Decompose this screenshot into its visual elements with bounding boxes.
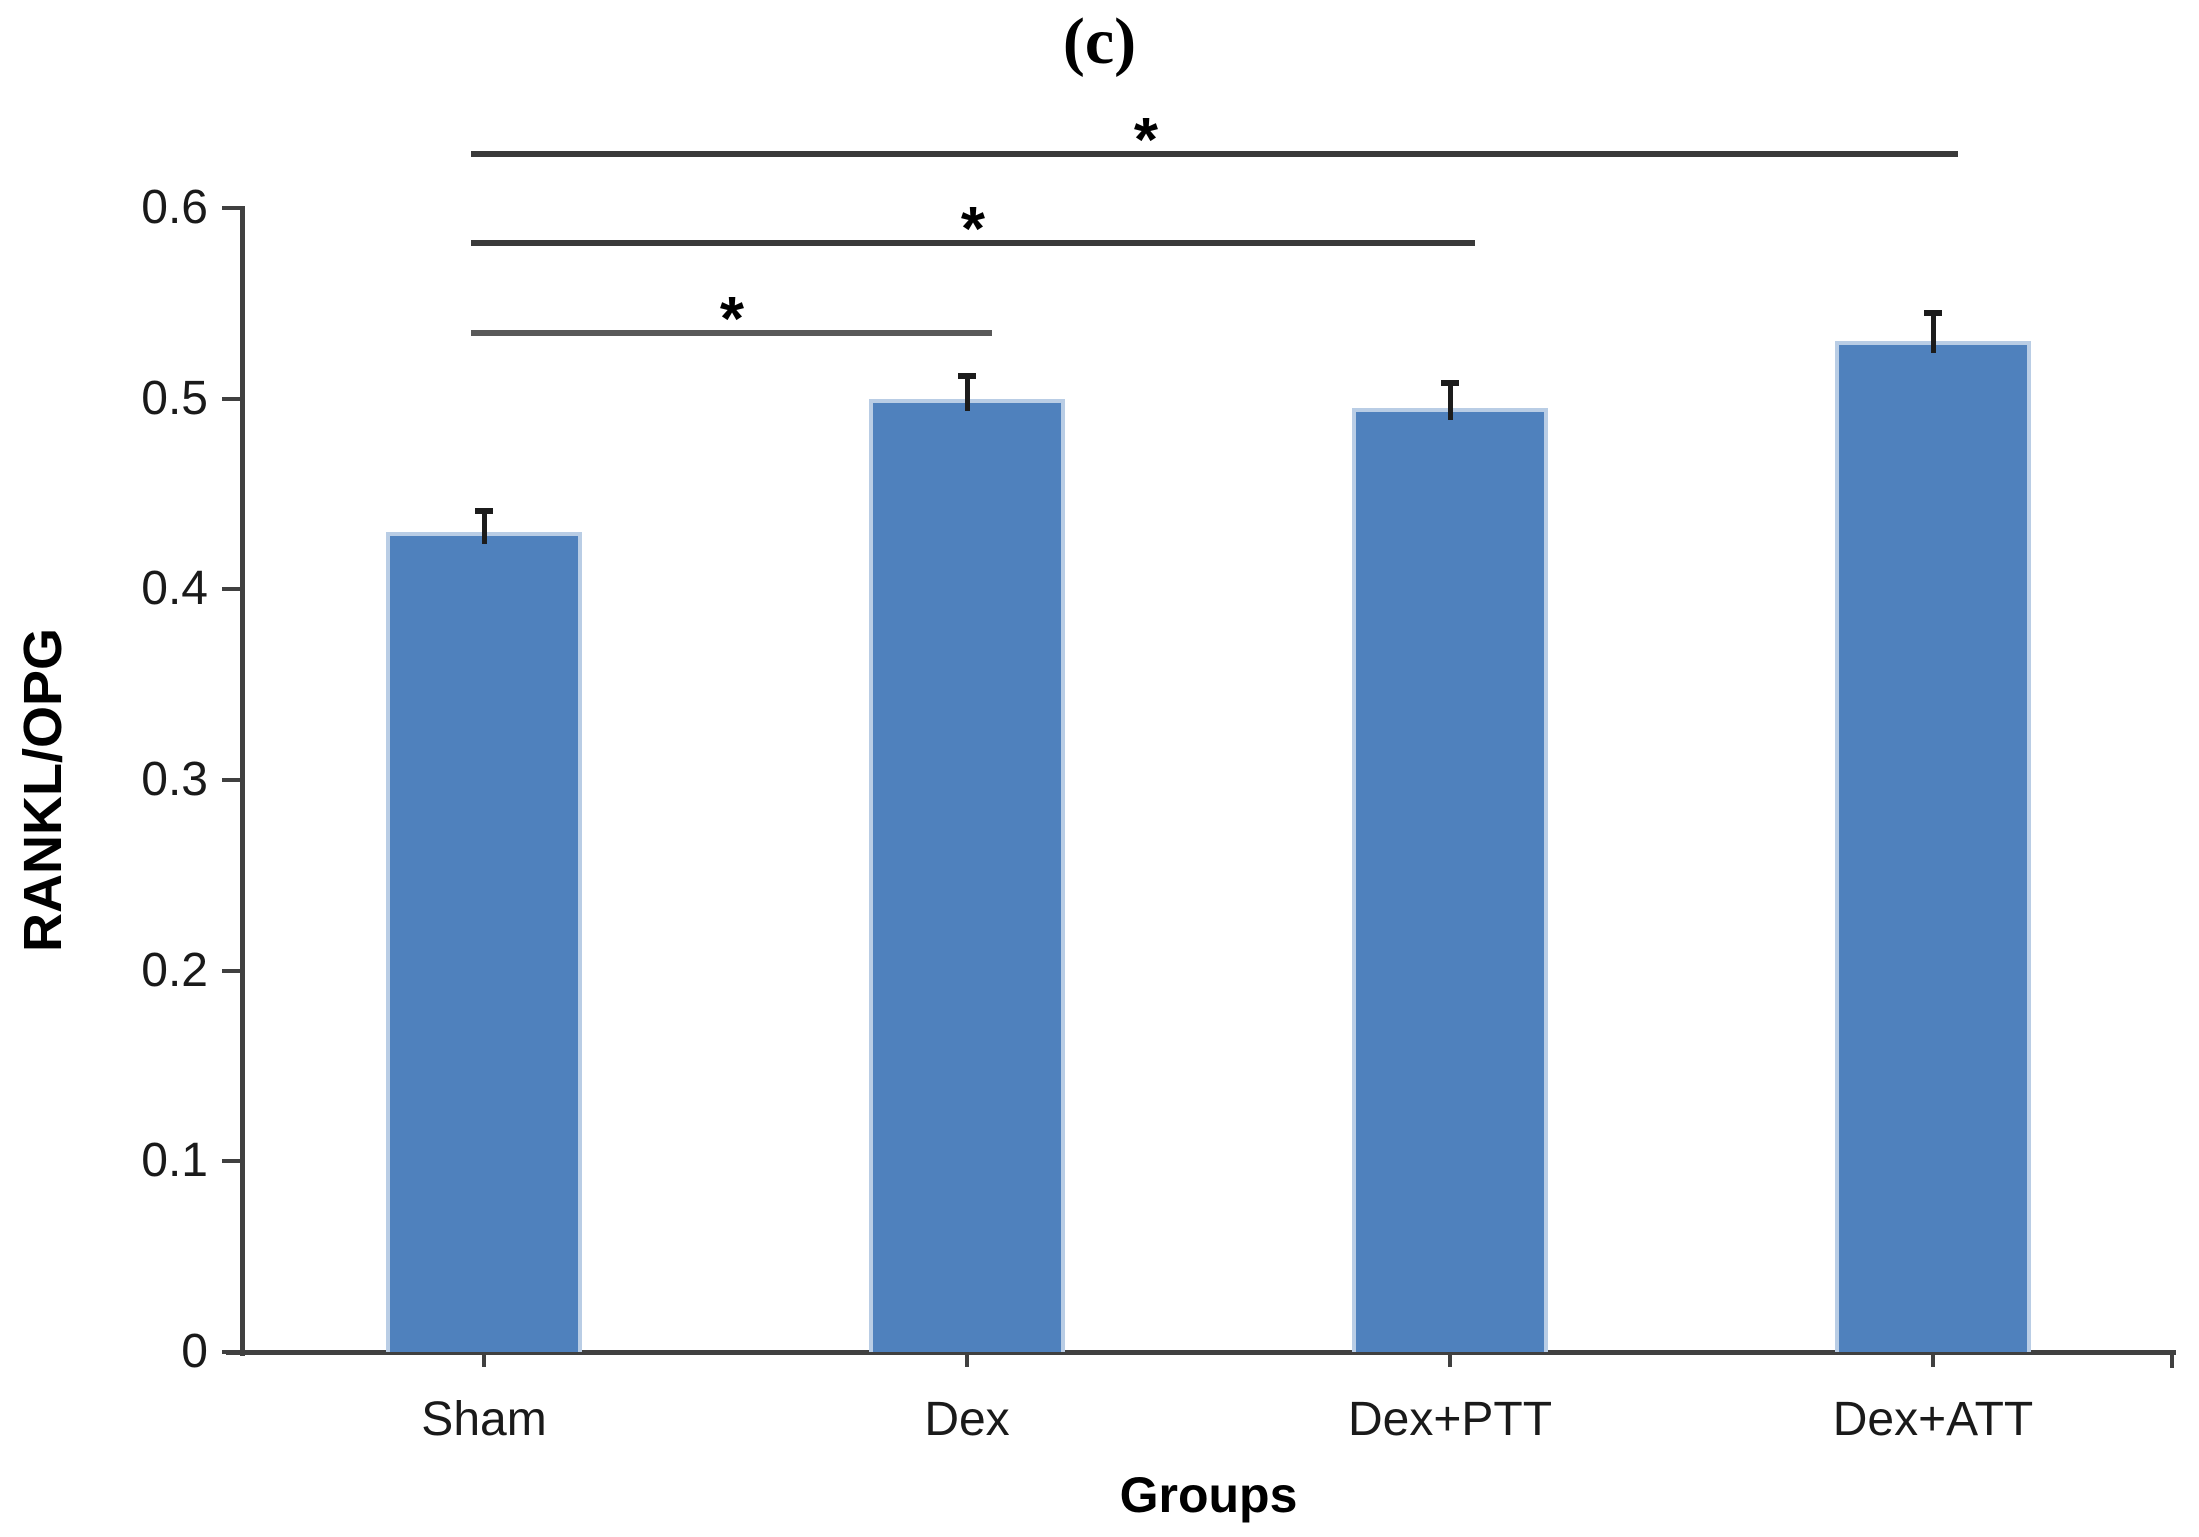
y-tick-label: 0: [181, 1325, 208, 1378]
error-bar-cap: [1924, 310, 1942, 316]
y-tick-label: 0.2: [141, 944, 208, 997]
x-tick-mark: [1931, 1352, 1935, 1367]
y-tick-label: 0.3: [141, 753, 208, 806]
y-tick-mark: [222, 397, 243, 401]
x-tick-mark: [1448, 1352, 1452, 1367]
x-tick-label-sham: Sham: [421, 1393, 547, 1446]
significance-line-sham-dex+ptt: [471, 240, 1475, 246]
significance-star: *: [960, 195, 986, 264]
significance-star: *: [1133, 106, 1159, 175]
x-tick-label-dex+att: Dex+ATT: [1832, 1393, 2034, 1446]
significance-line-sham-dex: [471, 330, 992, 336]
error-bar-cap: [475, 508, 493, 514]
error-bar-line: [1931, 313, 1936, 353]
x-tick-mark: [482, 1352, 486, 1367]
bar-dex+ptt: [1352, 408, 1548, 1352]
bar-dex: [869, 399, 1065, 1352]
y-tick-label: 0.1: [141, 1134, 208, 1187]
bar-sham: [386, 532, 582, 1352]
y-tick-mark: [222, 587, 243, 591]
chart-title: (c): [1062, 5, 1137, 78]
y-tick-mark: [222, 206, 243, 210]
error-bar-line: [1448, 383, 1453, 420]
x-axis-line: [226, 1350, 2176, 1355]
y-tick-mark: [222, 969, 243, 973]
significance-line-sham-dex+att: [471, 151, 1958, 157]
error-bar-line: [482, 511, 487, 544]
x-axis-end-tick: [2170, 1350, 2174, 1368]
x-axis-title: Groups: [1119, 1467, 1298, 1523]
bar-dex+att: [1835, 341, 2031, 1352]
significance-star: *: [719, 285, 745, 354]
y-tick-mark: [222, 778, 243, 782]
y-tick-mark: [222, 1350, 243, 1354]
error-bar-cap: [1441, 380, 1459, 386]
y-tick-label: 0.5: [141, 372, 208, 425]
y-tick-label: 0.4: [141, 562, 208, 615]
error-bar-line: [965, 376, 970, 411]
y-tick-mark: [222, 1159, 243, 1163]
x-tick-label-dex: Dex: [924, 1393, 1010, 1446]
x-tick-mark: [965, 1352, 969, 1367]
error-bar-cap: [958, 373, 976, 379]
y-tick-label: 0.6: [141, 181, 208, 234]
x-tick-label-dex+ptt: Dex+PTT: [1347, 1393, 1553, 1446]
